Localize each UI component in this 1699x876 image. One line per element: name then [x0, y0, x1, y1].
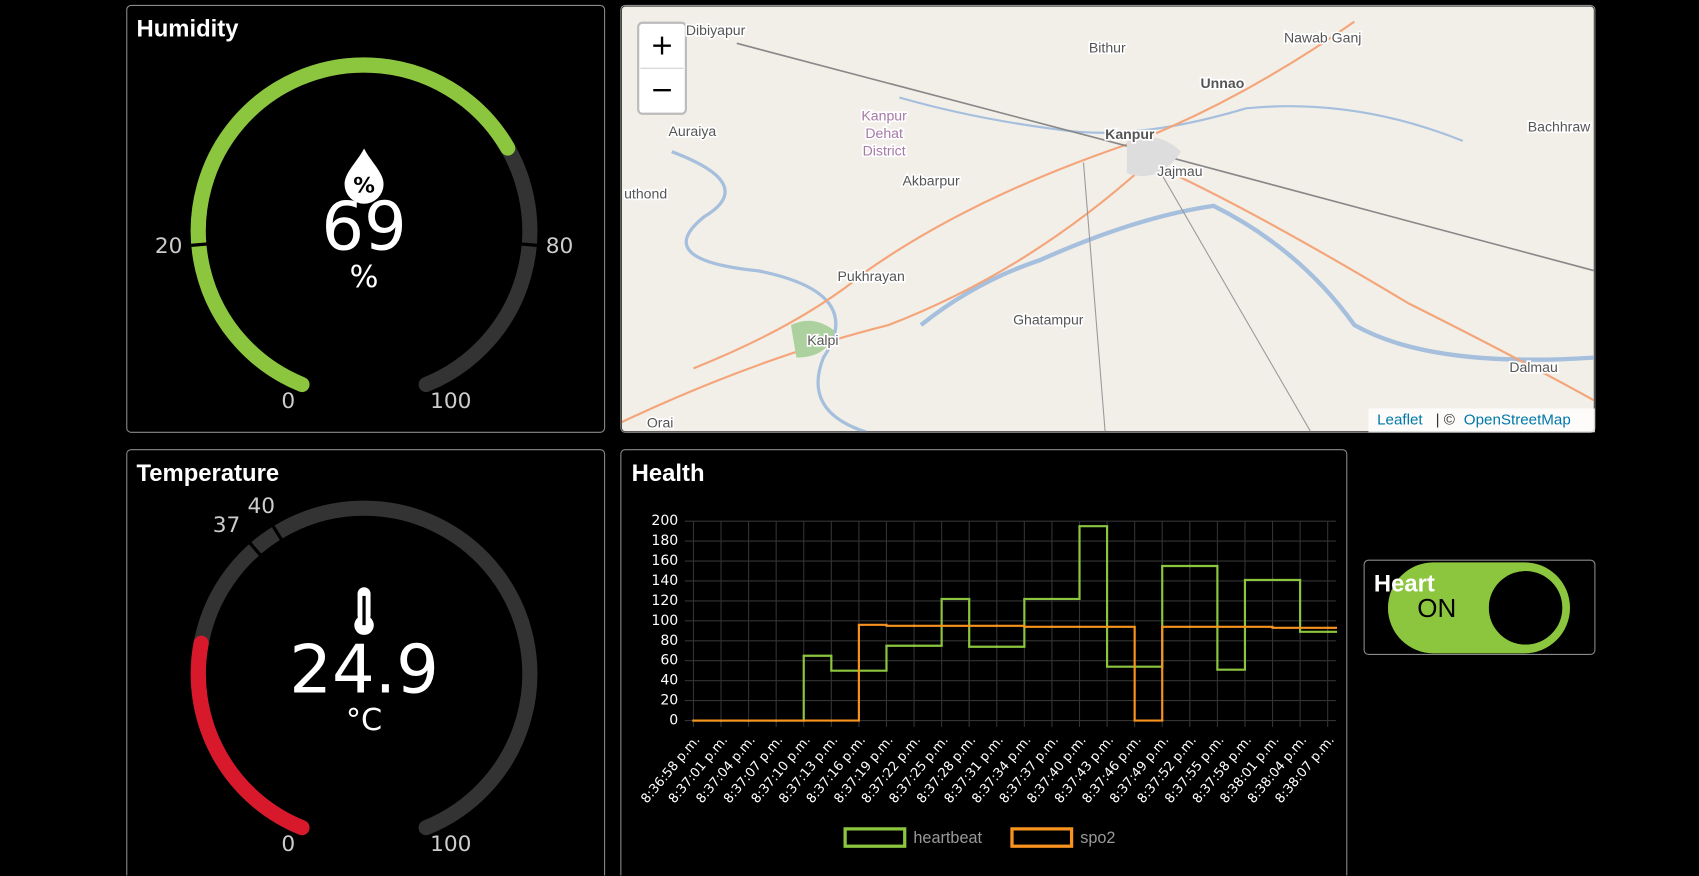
gauge-max-label: 100: [430, 832, 471, 857]
map-label: Bithur: [1089, 39, 1126, 55]
map-label: Auraiya: [669, 123, 717, 139]
humidity-icon-symbol: %: [353, 173, 375, 198]
map-label: Nawab Ganj: [1284, 30, 1361, 46]
gauge-threshold-label: 37: [213, 513, 241, 538]
map-label: Akbarpur: [903, 173, 960, 189]
gauge-value: 24.9: [289, 630, 439, 708]
y-tick-label: 0: [669, 713, 678, 729]
river: [919, 203, 1594, 362]
toggle-ring: [1484, 566, 1567, 650]
map-label: Pukhrayan: [838, 268, 905, 284]
gauge-unit: °C: [346, 703, 382, 738]
map-district-label: District: [863, 142, 906, 158]
map-label: Unnao: [1201, 75, 1245, 91]
y-tick-label: 140: [651, 573, 678, 589]
gauge-min-label: 0: [281, 832, 295, 857]
map-label: Jajmau: [1157, 163, 1202, 179]
map-label: Kalpi: [807, 332, 838, 348]
river: [671, 150, 868, 432]
y-tick-label: 40: [660, 673, 678, 689]
railway: [1082, 151, 1312, 432]
gauge-threshold-label: 80: [546, 234, 574, 259]
y-tick-label: 120: [651, 593, 678, 609]
urban-area: [1126, 137, 1182, 177]
gauge-value-arc: [190, 635, 310, 836]
map[interactable]: [621, 5, 1595, 432]
zoom-out[interactable]: −: [650, 73, 674, 106]
y-tick-label: 60: [660, 653, 678, 669]
gauge-threshold-tick: [189, 242, 209, 248]
y-tick-label: 80: [660, 633, 678, 649]
y-tick-label: 100: [651, 613, 678, 629]
gauge-value: 69: [321, 187, 406, 265]
map-label: Kanpur: [1105, 126, 1155, 142]
map-label: Dibiyapur: [686, 22, 746, 38]
legend-label: spo2: [1080, 829, 1115, 847]
legend-swatch: [1010, 827, 1074, 848]
map-label: uthond: [624, 186, 667, 202]
legend-label: heartbeat: [913, 829, 982, 847]
heart-toggle[interactable]: ON: [1387, 562, 1570, 654]
zoom-control: + −: [637, 21, 687, 115]
card-title: Heart: [1374, 570, 1435, 597]
health-card: [620, 449, 1348, 876]
river: [899, 96, 1464, 142]
gauge-min-label: 0: [281, 389, 295, 414]
gauge-threshold-tick: [247, 540, 263, 558]
attribution-link[interactable]: OpenStreetMap: [1464, 411, 1571, 428]
attribution-bg: [1368, 408, 1595, 433]
y-tick-label: 180: [651, 533, 678, 549]
legend-swatch: [843, 827, 907, 848]
map-background: [621, 6, 1594, 432]
map-border: [620, 4, 1596, 433]
map-label: Ghatampur: [1013, 311, 1084, 327]
thermometer-bulb: [354, 615, 374, 635]
attribution-link[interactable]: Leaflet: [1377, 411, 1423, 428]
gauge-max-label: 100: [430, 389, 471, 414]
map-label: Orai: [647, 414, 674, 430]
gauge-threshold-tick: [270, 523, 284, 542]
toggle-state: ON: [1417, 593, 1456, 623]
gauge-threshold-tick: [519, 242, 540, 248]
gauge-threshold-label: 20: [155, 234, 183, 259]
road: [693, 20, 1355, 370]
card-title: Humidity: [137, 16, 240, 43]
zoom-in[interactable]: +: [650, 29, 674, 62]
map-district-label: Dehat: [865, 125, 903, 141]
toggle-knob[interactable]: [1488, 571, 1563, 645]
attribution-text: | ©: [1436, 411, 1455, 428]
map-district-label: Kanpur: [861, 108, 907, 124]
gauge-threshold-label: 40: [248, 494, 276, 519]
map-label: Bachhraw: [1528, 119, 1591, 135]
y-tick-label: 200: [651, 513, 678, 529]
gauge-unit: %: [350, 260, 379, 295]
map-label: Dalmau: [1509, 359, 1558, 375]
humidity-icon: [344, 148, 384, 204]
gauge-value-arc: [190, 57, 516, 393]
card-title: Health: [632, 460, 705, 487]
card-title: Temperature: [137, 460, 280, 487]
y-tick-label: 160: [651, 553, 678, 569]
park: [790, 320, 835, 358]
y-tick-label: 20: [660, 693, 678, 709]
